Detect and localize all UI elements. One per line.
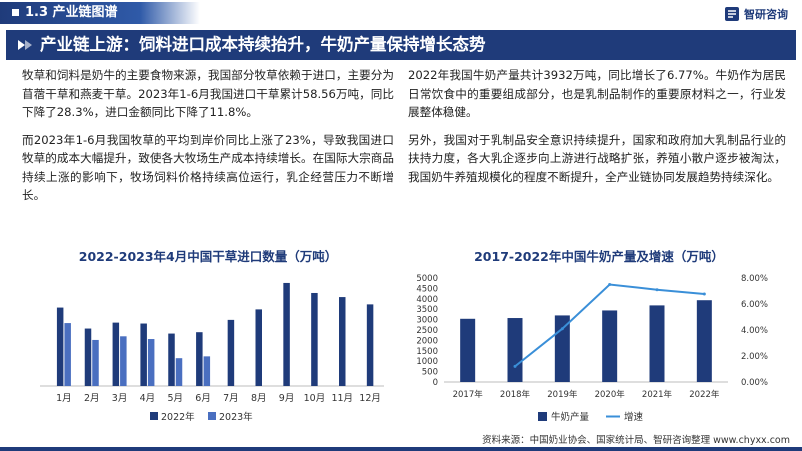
square-bullet-icon	[12, 9, 19, 16]
bar-2023	[64, 323, 71, 386]
bar-2022	[168, 333, 175, 386]
x-tick-label: 9月	[279, 393, 295, 404]
left-paragraph-2: 而2023年1-6月我国牧草的平均到岸价同比上涨了23%，导致我国进口牧草的成本…	[22, 132, 394, 203]
milk-output-chart: 0500100015002000250030003500400045005000…	[416, 274, 768, 423]
section-label: 1.3 产业链图谱	[25, 5, 118, 20]
right-paragraph-1: 2022年我国牛奶产量共计3932万吨，同比增长了6.77%。牛奶作为居民日常饮…	[408, 68, 786, 119]
footer-line	[0, 447, 802, 451]
x-tick-label: 2022年	[689, 389, 720, 400]
x-tick-label: 2月	[84, 393, 100, 404]
bar-2023	[203, 356, 211, 386]
growth-rate-point	[608, 283, 612, 286]
legend-swatch	[208, 412, 216, 420]
bar-2023	[120, 336, 127, 386]
left-paragraph-1: 牧草和饲料是奶牛的主要食物来源，我国部分牧草依赖于进口，主要分为苜蓿干草和燕麦干…	[22, 68, 394, 119]
y-left-tick-label: 4500	[416, 284, 438, 294]
y-left-tick-label: 2500	[416, 326, 438, 336]
bar-2022	[255, 309, 262, 386]
x-tick-label: 1月	[56, 393, 72, 404]
milk-output-chart-title: 2017-2022年中国牛奶产量及增速（万吨）	[474, 249, 724, 264]
bar-milk-output	[460, 318, 476, 382]
hay-import-chart: 1月 2月 3月 4月 5月 6月 7月 8月 9月 10月 11月 12月 2022年 2023年	[40, 282, 384, 423]
x-tick-label: 2018年	[500, 389, 531, 400]
legend-label: 2023年	[219, 411, 253, 423]
bar-2023	[147, 339, 155, 386]
y-right-tick-label: 6.00%	[741, 300, 768, 310]
x-tick-label: 3月	[112, 393, 128, 404]
bar-2022	[366, 304, 374, 386]
bar-2022	[196, 332, 203, 386]
growth-rate-point	[655, 288, 659, 292]
bar-2023	[92, 339, 99, 386]
legend-swatch	[538, 412, 547, 421]
y-right-tick-label: 0.00%	[741, 378, 768, 388]
x-tick-label: 2021年	[642, 389, 673, 400]
bar-milk-output	[696, 300, 712, 382]
top-bar: 1.3 产业链图谱 智研咨询	[0, 0, 802, 26]
y-right-tick-label: 8.00%	[741, 274, 768, 284]
headline-text: 产业链上游：饲料进口成本持续抬升，牛奶产量保持增长态势	[40, 35, 486, 54]
y-left-tick-label: 1500	[416, 347, 438, 357]
x-tick-label: 2019年	[547, 389, 578, 400]
bar-2022	[227, 319, 235, 386]
x-tick-label: 5月	[167, 393, 183, 404]
hay-import-chart-title: 2022-2023年4月中国干草进口数量（万吨）	[78, 249, 338, 264]
bar-2022	[140, 323, 147, 386]
growth-rate-point	[560, 327, 564, 331]
x-tick-label: 2017年	[453, 389, 484, 400]
x-tick-label: 10月	[304, 393, 326, 404]
y-left-tick-label: 3500	[416, 305, 438, 315]
x-tick-label: 6月	[195, 393, 211, 404]
chevron-right-icon	[18, 40, 32, 50]
brand-logo: 智研咨询	[724, 5, 788, 23]
bar-2022	[339, 297, 346, 386]
legend-label: 增速	[624, 411, 644, 423]
x-tick-label: 8月	[251, 393, 267, 404]
legend-label: 2022年	[161, 411, 195, 423]
headline-banner: 产业链上游：饲料进口成本持续抬升，牛奶产量保持增长态势	[6, 30, 796, 60]
bar-2022	[311, 292, 318, 386]
x-tick-label: 11月	[331, 393, 353, 404]
section-tag: 1.3 产业链图谱	[0, 2, 200, 24]
source-note: 资料来源：中国奶业协会、国家统计局、智研咨询整理 www.chyxx.com	[482, 435, 790, 446]
y-left-tick-label: 4000	[416, 295, 438, 305]
bar-2022	[56, 307, 64, 386]
y-left-tick-label: 3000	[416, 316, 438, 326]
bar-2022	[112, 322, 120, 386]
y-right-tick-label: 2.00%	[741, 352, 768, 362]
x-tick-label: 12月	[359, 393, 381, 404]
y-left-tick-label: 2000	[416, 336, 438, 346]
bar-2022	[283, 282, 290, 386]
x-tick-label: 7月	[223, 393, 239, 404]
growth-rate-point	[513, 364, 517, 368]
brand-name: 智研咨询	[744, 8, 788, 21]
y-left-tick-label: 0	[433, 378, 438, 388]
brand-logo-icon	[725, 7, 739, 21]
bar-milk-output	[602, 310, 618, 382]
legend-swatch	[150, 412, 158, 420]
bar-milk-output	[554, 315, 570, 382]
y-left-tick-label: 500	[422, 368, 438, 378]
bar-milk-output	[507, 318, 523, 382]
left-text-column: 牧草和饲料是奶牛的主要食物来源，我国部分牧草依赖于进口，主要分为苜蓿干草和燕麦干…	[22, 66, 394, 214]
y-left-tick-label: 5000	[416, 274, 438, 284]
x-tick-label: 4月	[140, 393, 156, 404]
bar-2022	[84, 328, 92, 386]
bar-2023	[175, 358, 183, 386]
bar-milk-output	[649, 305, 665, 382]
right-text-column: 2022年我国牛奶产量共计3932万吨，同比增长了6.77%。牛奶作为居民日常饮…	[408, 66, 786, 195]
legend-label: 牛奶产量	[551, 411, 590, 423]
y-left-tick-label: 1000	[416, 357, 438, 367]
growth-rate-point	[702, 292, 706, 296]
right-paragraph-2: 另外，我国对于乳制品安全意识持续提升，国家和政府加大乳制品行业的扶持力度，各大乳…	[408, 132, 786, 184]
x-tick-label: 2020年	[595, 389, 626, 400]
y-right-tick-label: 4.00%	[741, 326, 768, 336]
